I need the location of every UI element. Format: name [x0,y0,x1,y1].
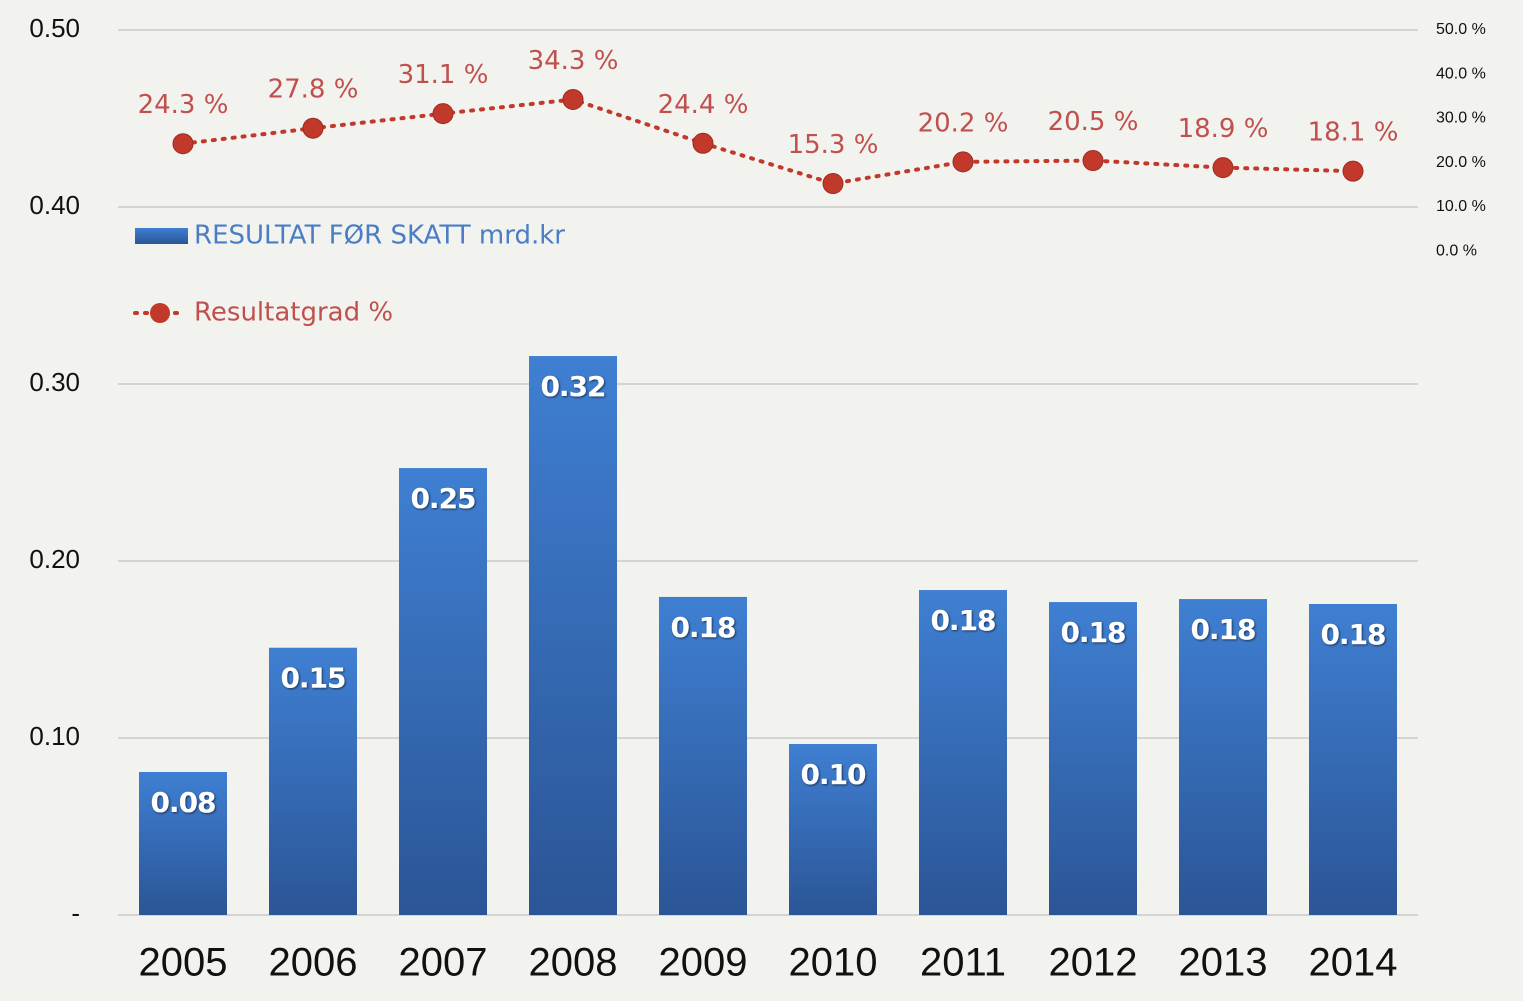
bar-value-label: 0.32 [540,370,605,403]
y-tick-label: 0.50 [29,13,80,43]
labels: - 0.10 0.20 0.30 0.40 0.50 0.0 % 10.0 % 20.0 % 30… [29,13,1485,985]
point [432,103,454,125]
bar-value-label: 0.18 [1190,613,1255,646]
bar [1309,604,1397,915]
x-tick-label: 2014 [1309,941,1398,985]
point [1212,157,1234,179]
y-tick-label: 0.40 [29,190,80,220]
point [822,173,844,195]
line-value-label: 31.1 % [398,60,489,90]
bar-value-label: 0.18 [1320,618,1385,651]
bar [269,647,357,915]
bar-value-label: 0.18 [930,604,995,637]
line-value-label: 18.9 % [1178,114,1269,144]
legend-swatch [135,228,188,244]
x-tick-label: 2006 [269,941,358,985]
bar-value-label: 0.08 [150,786,215,819]
point [952,151,974,173]
y-tick-label: 0.30 [29,367,80,397]
bar-value-label: 0.18 [670,611,735,644]
legend-label: Resultatgrad % [194,298,393,328]
point [1082,150,1104,172]
bar-value-label: 0.15 [280,662,345,695]
bar-value-label: 0.25 [410,482,475,515]
y2-tick-label: 20.0 % [1436,154,1486,171]
y2-tick-label: 10.0 % [1436,198,1486,215]
bar [399,468,487,915]
point [172,133,194,155]
y2-tick-label: 40.0 % [1436,65,1486,82]
legend-label: RESULTAT FØR SKATT mrd.kr [194,221,565,251]
line [181,97,1355,186]
bar [139,771,227,915]
x-tick-label: 2011 [920,941,1006,985]
point [692,132,714,154]
legend-marker [150,303,170,323]
y2-tick-label: 30.0 % [1436,110,1486,127]
line-value-label: 27.8 % [268,75,359,105]
y2-tick-label: 50.0 % [1436,21,1486,38]
line-value-label: 24.4 % [658,90,749,120]
x-tick-label: 2012 [1049,941,1138,985]
bars [139,356,1397,915]
x-tick-label: 2008 [529,941,618,985]
bar [529,356,617,915]
line-value-label: 34.3 % [528,46,619,76]
y2-tick-label: 0.0 % [1436,242,1477,259]
x-tick-label: 2010 [789,941,878,985]
line-value-label: 18.1 % [1308,118,1399,148]
line-value-label: 20.2 % [918,108,1009,138]
bar [659,596,747,915]
line-series [172,88,1364,195]
bar [1179,599,1267,915]
line-value-label: 15.3 % [788,130,879,160]
bar [789,744,877,915]
point [302,117,324,139]
bar [919,590,1007,915]
x-tick-label: 2007 [399,941,488,985]
y-tick-label: 0.10 [29,721,80,751]
point [1342,160,1364,182]
point [562,88,584,110]
x-tick-label: 2009 [659,941,748,985]
bar-value-label: 0.10 [800,758,866,791]
x-tick-label: 2005 [139,941,228,985]
y-tick-label: - [71,898,80,928]
line-value-label: 24.3 % [138,90,229,120]
x-tick-label: 2013 [1179,941,1268,985]
line-value-label: 20.5 % [1048,107,1139,137]
bar-value-label: 0.18 [1060,616,1125,649]
bar [1049,602,1137,915]
y-tick-label: 0.20 [29,544,80,574]
